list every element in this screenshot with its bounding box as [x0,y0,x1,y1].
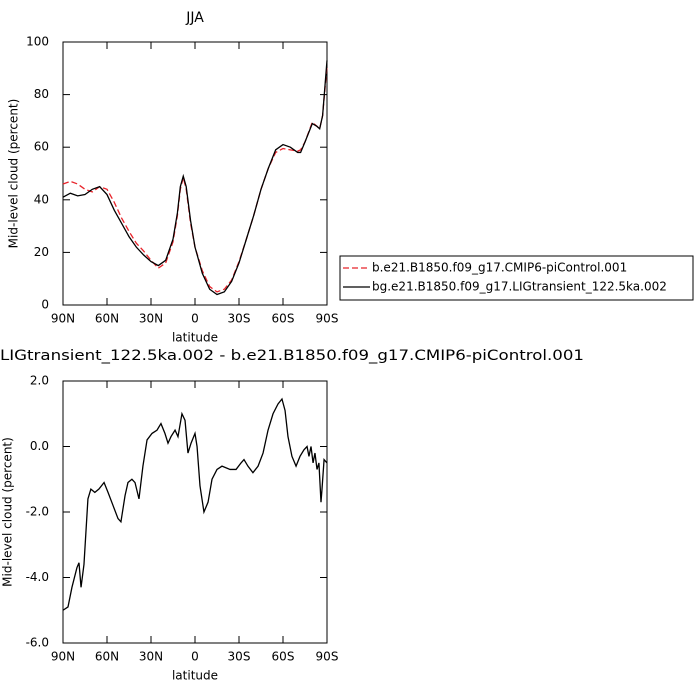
x-tick-label: 0 [191,312,199,326]
x-tick-label: 90N [51,650,75,664]
y-tick-label: 0.0 [30,439,49,453]
x-tick-label: 90S [316,312,339,326]
y-axis-label: Mid-level cloud (percent) [1,437,15,587]
y-tick-label: 100 [26,35,49,49]
y-tick-label: -4.0 [26,570,49,584]
line-series [62,60,328,296]
legend: b.e21.B1850.f09_g17.CMIP6-piControl.001b… [339,255,694,301]
line-series [62,65,328,293]
x-tick-label: 30S [228,312,251,326]
legend-label: bg.e21.B1850.f09_g17.LIGtransient_122.5k… [372,280,667,294]
line-series [62,397,328,611]
x-tick-label: 60N [95,650,119,664]
y-tick-label: -6.0 [26,636,49,650]
x-tick-label: 30N [139,312,163,326]
x-axis-label: latitude [172,669,218,683]
plot-frame [62,380,328,644]
chart-title: LIGtransient_122.5ka.002 - b.e21.B1850.f… [0,348,584,364]
x-tick-label: 90N [51,312,75,326]
y-tick-label: 2.0 [30,374,49,388]
legend-box [339,255,694,301]
x-tick-label: 30S [228,650,251,664]
x-tick-label: 0 [191,650,199,664]
y-tick-label: 20 [34,245,49,259]
y-tick-label: 60 [34,140,49,154]
legend-label: b.e21.B1850.f09_g17.CMIP6-piControl.001 [372,261,627,275]
y-tick-label: 0 [41,298,49,312]
plot-frame [62,41,328,306]
y-tick-label: 80 [34,87,49,101]
x-tick-label: 60S [272,312,295,326]
y-axis-label: Mid-level cloud (percent) [7,99,21,249]
x-axis-label: latitude [172,331,218,345]
x-tick-label: 60S [272,650,295,664]
chart-title: JJA [185,10,204,26]
x-tick-label: 60N [95,312,119,326]
x-tick-label: 90S [316,650,339,664]
y-tick-label: -2.0 [26,505,49,519]
x-tick-label: 30N [139,650,163,664]
y-tick-label: 40 [34,192,49,206]
